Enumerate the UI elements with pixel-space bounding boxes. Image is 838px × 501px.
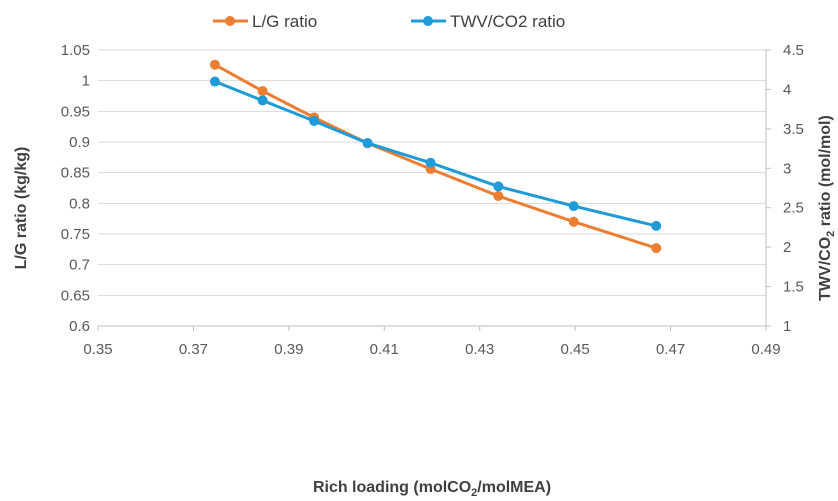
legend-label-twv: TWV/CO2 ratio [450,12,565,31]
data-point-twv [493,181,504,192]
x-tick-label: 0.43 [465,341,494,358]
y-right-tick-label: 3 [783,160,791,177]
y-left-tick-label: 0.8 [69,195,90,212]
y-right-tick-label: 1 [783,318,791,335]
y-left-tick-label: 0.75 [61,226,90,243]
data-point-twv [362,138,373,149]
y-axis-right-title-part: TWV/CO [817,237,834,301]
y-right-tick-label: 3.5 [783,121,804,138]
x-tick-label: 0.41 [370,341,399,358]
y-axis-right-title: TWV/CO2 ratio (mol/mol) [817,115,837,301]
y-right-tick-label: 2 [783,239,791,256]
data-point-twv [209,76,220,87]
y-left-tick-label: 0.65 [61,287,90,304]
tick-labels: 0.6 0.65 0.7 0.75 0.8 0.85 0.9 0.95 1 1.05 1 1.5 2 2.… [61,42,804,358]
y-right-tick-label: 4 [783,81,791,98]
data-point-twv [651,220,662,231]
series-layer [209,59,662,254]
x-tick-label: 0.49 [751,341,780,358]
series-line-twv [214,80,657,228]
legend: L/G ratio TWV/CO2 ratio [213,12,565,31]
legend-item-lg[interactable]: L/G ratio [213,12,317,31]
x-tick-label: 0.45 [561,341,590,358]
x-tick-label: 0.47 [656,341,685,358]
y-right-tick-label: 2.5 [783,200,804,217]
y-right-tick-label: 4.5 [783,42,804,59]
y-axis-left-title: L/G ratio (kg/kg) [13,147,30,270]
y-left-tick-label: 1.05 [61,42,90,59]
x-tick-label: 0.35 [83,341,112,358]
data-point-lg [651,243,662,254]
x-tick-label: 0.37 [179,341,208,358]
y-left-tick-label: 0.9 [69,134,90,151]
y-axis-right-title-part: ratio (mol/mol) [817,115,834,231]
series-line-lg [214,63,657,250]
x-axis-title: Rich loading (molCO2/molMEA) [313,479,551,499]
y-left-tick-label: 1 [82,73,90,90]
x-axis-title-part: /molMEA) [477,479,551,496]
data-point-twv [309,115,320,126]
data-point-twv [568,201,579,212]
y-left-tick-label: 0.95 [61,103,90,120]
y-left-tick-label: 0.6 [69,318,90,335]
data-point-lg [257,86,268,97]
legend-marker-twv [423,16,433,26]
y-right-tick-label: 1.5 [783,279,804,296]
legend-label-lg: L/G ratio [252,12,317,31]
y-axis-right-title-sub: 2 [825,231,837,237]
legend-marker-lg [225,16,235,26]
y-left-tick-label: 0.85 [61,165,90,182]
x-tick-label: 0.39 [274,341,303,358]
data-point-lg [209,59,220,70]
legend-item-twv[interactable]: TWV/CO2 ratio [411,12,565,31]
data-point-lg [493,190,504,201]
x-axis-title-sub: 2 [471,487,477,499]
x-axis-title-part: Rich loading (molCO [313,479,471,496]
y-left-tick-label: 0.7 [69,257,90,274]
axes [97,49,771,331]
data-point-twv [425,157,436,168]
data-point-lg [568,216,579,227]
data-point-twv [257,95,268,106]
